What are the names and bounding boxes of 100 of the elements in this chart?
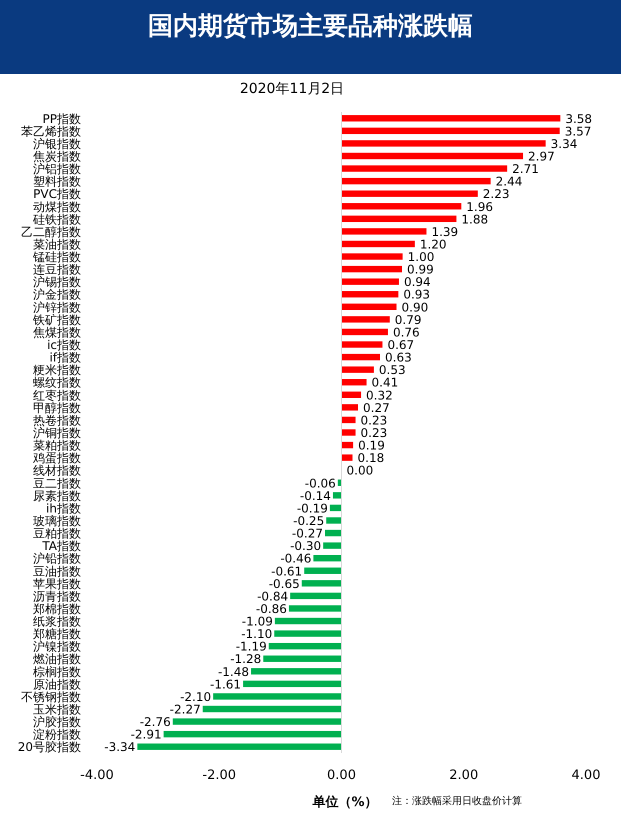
- bar: [288, 605, 342, 612]
- bar: [342, 216, 456, 222]
- data-label: -1.10: [241, 627, 272, 642]
- y-tick-label: 豆二指数: [33, 476, 81, 490]
- x-tick-label: 2.00: [449, 768, 478, 783]
- y-tick-label: 鸡蛋指数: [32, 451, 81, 466]
- y-tick-label: 苹果指数: [33, 576, 81, 591]
- data-label: -0.46: [280, 552, 312, 566]
- y-tick-label: 苯乙烯指数: [21, 124, 81, 138]
- data-label: 1.20: [420, 237, 447, 252]
- bar: [172, 718, 342, 725]
- y-tick-label: 铁矿指数: [32, 312, 81, 327]
- bar: [243, 680, 342, 688]
- text: 注：涨跌幅采用日收盘价计算: [392, 795, 522, 807]
- data-label: -0.30: [290, 539, 322, 554]
- data-label: 3.57: [564, 124, 592, 138]
- bar: [342, 392, 362, 398]
- bar: [342, 416, 356, 424]
- bar: [342, 266, 402, 272]
- y-tick-label: 豆油指数: [33, 564, 81, 578]
- y-tick-label: TA指数: [41, 539, 81, 554]
- chart-title: 国内期货市场主要品种涨跌幅: [148, 11, 473, 40]
- data-label: 1.39: [431, 224, 458, 239]
- y-tick-label: 沪铜指数: [33, 426, 81, 440]
- bar: [342, 291, 398, 298]
- y-tick-label: 棕榈指数: [33, 664, 81, 679]
- data-label: 0.67: [387, 338, 414, 352]
- data-label: 0.00: [346, 464, 374, 478]
- data-label: 1.96: [466, 200, 494, 214]
- y-tick-label: if指数: [49, 350, 81, 365]
- y-tick-label: 锰硅指数: [32, 250, 81, 264]
- data-label: -0.65: [268, 576, 300, 591]
- bar: [342, 366, 374, 373]
- bar: [304, 568, 342, 574]
- y-tick-label: 沪镍指数: [33, 640, 81, 654]
- data-label: 2.97: [528, 149, 555, 164]
- data-label: -0.86: [256, 602, 287, 616]
- data-label: -2.76: [140, 715, 171, 730]
- data-label: 0.23: [360, 413, 388, 428]
- y-tick-label: 焦煤指数: [33, 325, 81, 340]
- data-label: 0.93: [403, 288, 430, 302]
- y-tick-label: 菜油指数: [33, 237, 81, 252]
- x-tick-label: 0.00: [327, 768, 356, 783]
- bar: [342, 152, 524, 160]
- data-label: 0.76: [392, 325, 420, 340]
- y-tick-label: ih指数: [46, 501, 81, 516]
- x-axis-title: 单位（%）: [311, 794, 378, 810]
- y-tick-label: 螺纹指数: [33, 376, 81, 390]
- bar: [302, 580, 342, 587]
- bar: [164, 730, 342, 738]
- bar: [342, 228, 426, 235]
- y-tick-label: 淀粉指数: [33, 728, 81, 742]
- data-label: -1.19: [236, 640, 267, 654]
- data-label: 0.19: [358, 438, 385, 453]
- data-label: 0.23: [360, 426, 388, 440]
- bar: [342, 354, 380, 360]
- data-label: -0.27: [292, 526, 323, 541]
- bar: [137, 744, 342, 750]
- y-tick-label: 20号胶指数: [18, 740, 81, 754]
- bar: [213, 693, 342, 700]
- data-label: 0.32: [366, 388, 393, 402]
- bar: [342, 115, 560, 122]
- bar: [342, 429, 356, 436]
- y-tick-label: 玉米指数: [33, 702, 81, 717]
- data-label: 2.23: [482, 187, 510, 202]
- data-label: -0.25: [293, 514, 324, 528]
- bar: [342, 190, 478, 197]
- y-tick-label: 沪银指数: [33, 136, 81, 151]
- y-tick-label: 纸浆指数: [33, 614, 81, 629]
- chart-subtitle: 2020年11月2日: [240, 81, 344, 97]
- bar: [342, 165, 508, 172]
- bar: [263, 656, 342, 662]
- bar: [290, 592, 342, 600]
- y-tick-label: 热卷指数: [33, 413, 81, 428]
- y-tick-label: PP指数: [42, 112, 81, 126]
- y-tick-label: 动煤指数: [33, 200, 81, 214]
- y-tick-label: 连豆指数: [33, 262, 81, 277]
- data-label: -1.28: [230, 652, 262, 666]
- y-tick-label: 郑糖指数: [33, 627, 81, 642]
- data-label: 0.63: [385, 350, 412, 365]
- data-label: -0.06: [304, 476, 336, 490]
- bar: [313, 554, 342, 562]
- bar: [324, 530, 342, 536]
- data-label: -3.34: [104, 740, 136, 754]
- data-label: 2.71: [512, 162, 539, 176]
- data-label: -2.91: [130, 728, 162, 742]
- bar: [268, 642, 342, 650]
- y-tick-label: 焦炭指数: [33, 149, 81, 164]
- y-tick-label: PVC指数: [33, 187, 81, 202]
- y-tick-label: 红枣指数: [33, 388, 81, 402]
- bar: [342, 240, 415, 248]
- bar: [251, 668, 342, 675]
- bar: [342, 278, 399, 285]
- bar: [323, 542, 342, 549]
- data-label: -2.27: [170, 702, 201, 717]
- bar: [342, 304, 397, 310]
- y-tick-label: 沪铅指数: [33, 552, 81, 566]
- bar: [202, 706, 342, 712]
- bar: [342, 328, 388, 336]
- y-tick-label: 甲醇指数: [33, 400, 81, 415]
